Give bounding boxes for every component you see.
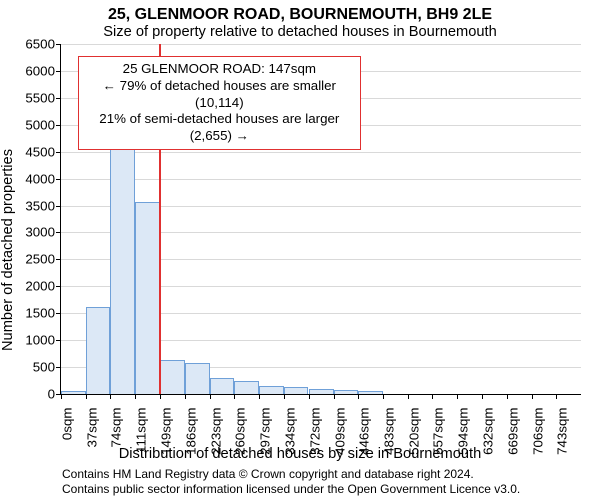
footer-line1: Contains HM Land Registry data © Crown c… [62, 467, 520, 481]
histogram-bar [185, 363, 210, 394]
x-tick-mark [507, 394, 508, 399]
y-tick-mark [56, 125, 61, 126]
y-axis-label: Number of detached properties [0, 149, 16, 351]
x-tick-mark [556, 394, 557, 399]
annotation-line2: ← 79% of detached houses are smaller (10… [83, 78, 356, 111]
y-tick-mark [56, 71, 61, 72]
x-tick-mark [61, 394, 62, 399]
x-axis-label: Distribution of detached houses by size … [0, 446, 600, 462]
y-tick-label: 1500 [25, 306, 55, 321]
x-tick-mark [383, 394, 384, 399]
x-tick-mark [358, 394, 359, 399]
x-tick-mark [284, 394, 285, 399]
y-tick-mark [56, 259, 61, 260]
x-tick-mark [135, 394, 136, 399]
y-tick-label: 5000 [25, 117, 55, 132]
x-tick-mark [408, 394, 409, 399]
figure-container: 25, GLENMOOR ROAD, BOURNEMOUTH, BH9 2LE … [0, 0, 600, 500]
x-tick-mark [110, 394, 111, 399]
y-tick-label: 4500 [25, 144, 55, 159]
x-tick-mark [86, 394, 87, 399]
histogram-bar [309, 389, 334, 394]
histogram-bar [259, 386, 284, 394]
y-tick-label: 1000 [25, 333, 55, 348]
histogram-bar [135, 202, 160, 394]
histogram-bar [61, 391, 86, 394]
x-tick-mark [482, 394, 483, 399]
y-tick-label: 4000 [25, 171, 55, 186]
annotation-line1: 25 GLENMOOR ROAD: 147sqm [83, 61, 356, 78]
y-tick-mark [56, 286, 61, 287]
chart-title-line2: Size of property relative to detached ho… [0, 24, 600, 40]
histogram-bar [358, 391, 383, 394]
x-tick-mark [210, 394, 211, 399]
y-tick-mark [56, 179, 61, 180]
annotation-line3: 21% of semi-detached houses are larger (… [83, 111, 356, 144]
y-tick-mark [56, 367, 61, 368]
plot-area: 0500100015002000250030003500400045005000… [60, 44, 581, 395]
footer-line2: Contains public sector information licen… [62, 482, 520, 496]
x-tick-mark [532, 394, 533, 399]
y-tick-mark [56, 44, 61, 45]
y-tick-label: 5500 [25, 90, 55, 105]
footer-attribution: Contains HM Land Registry data © Crown c… [62, 467, 520, 496]
histogram-bar [210, 378, 235, 394]
histogram-bar [110, 121, 135, 394]
y-tick-label: 6000 [25, 63, 55, 78]
y-tick-label: 2000 [25, 279, 55, 294]
histogram-bar [284, 387, 309, 394]
histogram-bar [234, 381, 259, 394]
x-tick-mark [185, 394, 186, 399]
histogram-bar [86, 307, 111, 394]
y-tick-label: 3500 [25, 198, 55, 213]
x-tick-mark [160, 394, 161, 399]
y-tick-mark [56, 206, 61, 207]
y-tick-label: 2500 [25, 252, 55, 267]
y-tick-label: 500 [33, 360, 55, 375]
x-tick-mark [259, 394, 260, 399]
annotation-box: 25 GLENMOOR ROAD: 147sqm← 79% of detache… [78, 56, 361, 149]
gridline-horizontal [61, 152, 581, 153]
histogram-bar [160, 360, 185, 394]
histogram-bar [334, 390, 359, 394]
y-tick-mark [56, 313, 61, 314]
y-tick-mark [56, 232, 61, 233]
gridline-horizontal [61, 44, 581, 45]
y-tick-label: 0 [48, 387, 55, 402]
x-tick-mark [234, 394, 235, 399]
x-tick-mark [309, 394, 310, 399]
x-tick-mark [457, 394, 458, 399]
y-tick-mark [56, 340, 61, 341]
y-tick-mark [56, 152, 61, 153]
x-tick-mark [334, 394, 335, 399]
y-tick-label: 3000 [25, 225, 55, 240]
gridline-horizontal [61, 179, 581, 180]
y-tick-label: 6500 [25, 37, 55, 52]
y-tick-mark [56, 98, 61, 99]
chart-title-line1: 25, GLENMOOR ROAD, BOURNEMOUTH, BH9 2LE [0, 6, 600, 24]
x-tick-mark [432, 394, 433, 399]
